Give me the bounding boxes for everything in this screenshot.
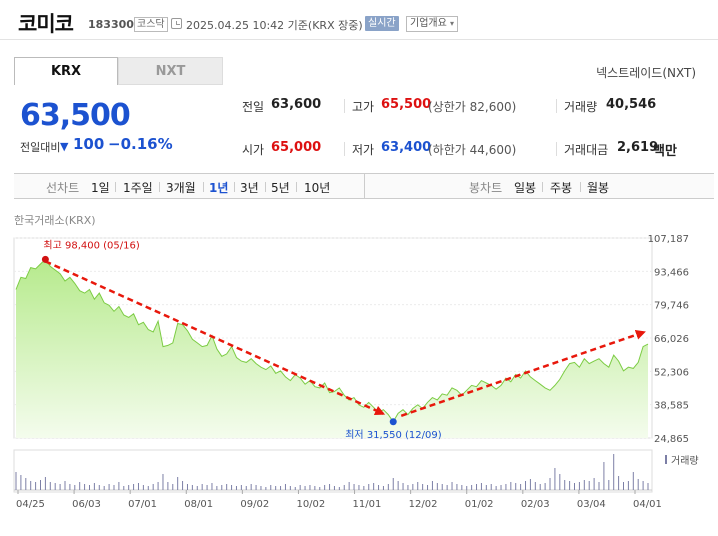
divider bbox=[556, 99, 557, 113]
volume-legend-swatch bbox=[665, 455, 667, 464]
high-marker bbox=[41, 255, 49, 263]
x-tick-label: 07/01 bbox=[128, 499, 157, 510]
y-tick-label: 52,306 bbox=[654, 367, 689, 378]
divider bbox=[203, 182, 204, 192]
high-value: 65,500 bbox=[381, 97, 432, 112]
change-value: 100 bbox=[73, 135, 105, 153]
volume-value: 40,546 bbox=[606, 97, 657, 112]
low-annotation: 최저 31,550 (12/09) bbox=[345, 429, 441, 441]
y-tick-label: 38,585 bbox=[654, 401, 689, 412]
period-5y[interactable]: 5년 bbox=[271, 181, 290, 195]
volume-legend-label: 거래량 bbox=[671, 455, 699, 467]
divider bbox=[580, 182, 581, 192]
x-tick-label: 03/04 bbox=[577, 499, 606, 510]
stock-code: 183300 bbox=[88, 18, 134, 31]
dropdown-caret-icon: ▾ bbox=[450, 19, 455, 28]
candle-monthly[interactable]: 월봉 bbox=[587, 181, 610, 195]
divider bbox=[265, 182, 266, 192]
lower-limit: (하한가 44,600) bbox=[428, 143, 517, 157]
clock-icon bbox=[171, 18, 182, 29]
candle-daily[interactable]: 일봉 bbox=[514, 181, 537, 195]
upper-limit: (상한가 82,600) bbox=[428, 100, 517, 114]
update-time: 2025.04.25 10:42 기준(KRX 장중) bbox=[186, 19, 363, 32]
divider bbox=[344, 99, 345, 113]
tab-nxt[interactable]: NXT bbox=[118, 57, 223, 85]
realtime-button[interactable]: 실시간 bbox=[365, 16, 399, 31]
nxt-link[interactable]: 넥스트레이드(NXT) bbox=[596, 66, 696, 80]
high-label: 고가 bbox=[352, 100, 375, 114]
prev-close-label: 전일 bbox=[242, 100, 265, 114]
x-tick-label: 01/02 bbox=[465, 499, 494, 510]
y-tick-label: 93,466 bbox=[654, 267, 689, 278]
period-1y[interactable]: 1년 bbox=[209, 181, 229, 195]
low-value: 63,400 bbox=[381, 140, 432, 155]
market-badge: 코스닥 bbox=[134, 17, 168, 32]
candle-weekly[interactable]: 주봉 bbox=[550, 181, 573, 195]
x-tick-label: 06/03 bbox=[72, 499, 101, 510]
low-label: 저가 bbox=[352, 143, 375, 157]
exchange-tabs: KRX NXT bbox=[14, 57, 223, 85]
open-label: 시가 bbox=[242, 143, 265, 157]
period-10y[interactable]: 10년 bbox=[304, 181, 331, 195]
high-annotation: 최고 98,400 (05/16) bbox=[43, 239, 139, 251]
period-3m[interactable]: 3개월 bbox=[166, 181, 196, 195]
x-tick-label: 09/02 bbox=[240, 499, 269, 510]
divider bbox=[159, 182, 160, 192]
x-tick-label: 08/01 bbox=[184, 499, 213, 510]
stock-header: 코미코 183300 코스닥 2025.04.25 10:42 기준(KRX 장… bbox=[0, 0, 718, 40]
divider bbox=[296, 182, 297, 192]
period-1w[interactable]: 1주일 bbox=[123, 181, 153, 195]
y-tick-label: 24,865 bbox=[654, 434, 689, 445]
exchange-label: 한국거래소(KRX) bbox=[14, 214, 96, 227]
x-tick-label: 10/02 bbox=[296, 499, 325, 510]
quote-table: 전일 63,600 고가 65,500 (상한가 82,600) 거래량 40,… bbox=[228, 88, 718, 166]
y-tick-label: 107,187 bbox=[648, 234, 689, 245]
divider bbox=[556, 142, 557, 156]
amount-label: 거래대금 bbox=[564, 143, 609, 157]
divider bbox=[364, 174, 365, 198]
low-marker bbox=[389, 418, 397, 426]
change-rate: −0.16% bbox=[108, 135, 173, 153]
stock-name: 코미코 bbox=[18, 12, 74, 36]
x-tick-label: 02/03 bbox=[521, 499, 550, 510]
trend-arrow-down bbox=[44, 260, 386, 416]
tab-krx[interactable]: KRX bbox=[14, 57, 118, 85]
open-value: 65,000 bbox=[271, 140, 322, 155]
divider bbox=[115, 182, 116, 192]
y-tick-label: 66,026 bbox=[654, 334, 689, 345]
period-1d[interactable]: 1일 bbox=[91, 181, 110, 195]
company-info-button[interactable]: 기업개요 ▾ bbox=[406, 16, 459, 32]
divider bbox=[344, 142, 345, 156]
prev-close-value: 63,600 bbox=[271, 97, 322, 112]
company-info-label: 기업개요 bbox=[410, 18, 447, 29]
y-tick-label: 79,746 bbox=[654, 301, 689, 312]
volume-frame bbox=[13, 449, 653, 493]
trend-arrow-up bbox=[400, 330, 646, 417]
volume-label: 거래량 bbox=[564, 100, 598, 114]
down-triangle-icon: ▼ bbox=[60, 140, 69, 153]
x-tick-label: 12/02 bbox=[409, 499, 438, 510]
price-line bbox=[15, 258, 649, 423]
price-area bbox=[16, 259, 648, 438]
change-label: 전일대비 bbox=[20, 141, 61, 154]
candle-chart-label: 봉차트 bbox=[469, 181, 503, 195]
x-tick-label: 04/01 bbox=[633, 499, 662, 510]
divider bbox=[542, 182, 543, 192]
amount-value: 2,619 bbox=[617, 140, 659, 155]
divider bbox=[234, 182, 235, 192]
period-3y[interactable]: 3년 bbox=[240, 181, 259, 195]
x-tick-label: 11/01 bbox=[353, 499, 382, 510]
x-tick-label: 04/25 bbox=[16, 499, 45, 510]
line-chart-label: 선차트 bbox=[46, 181, 80, 195]
current-price: 63,500 bbox=[20, 98, 131, 133]
period-bar: 선차트 1일 1주일 3개월 1년 3년 5년 10년 봉차트 일봉 주봉 월봉 bbox=[14, 173, 714, 199]
amount-unit: 백만 bbox=[653, 144, 677, 159]
